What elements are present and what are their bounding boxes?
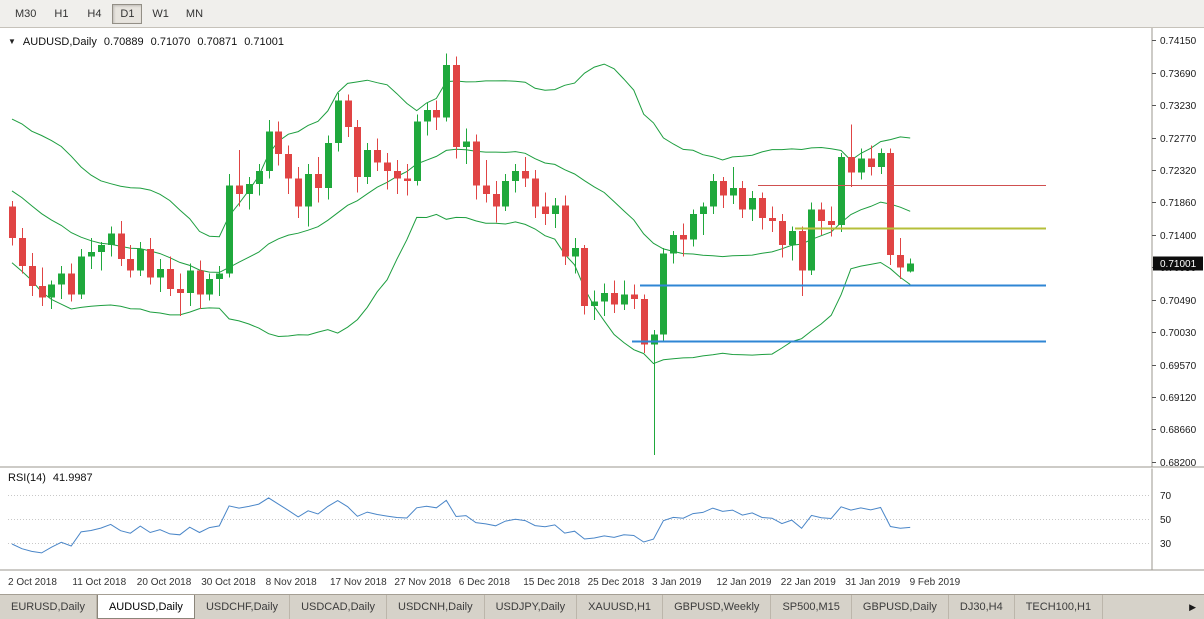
svg-text:0.70030: 0.70030 bbox=[1160, 328, 1197, 339]
svg-text:30: 30 bbox=[1160, 539, 1172, 550]
svg-text:25 Dec 2018: 25 Dec 2018 bbox=[588, 577, 645, 588]
timeframe-button-d1[interactable]: D1 bbox=[112, 3, 143, 24]
svg-text:11 Oct 2018: 11 Oct 2018 bbox=[72, 577, 126, 588]
svg-text:15 Dec 2018: 15 Dec 2018 bbox=[523, 577, 580, 588]
tab-scroll-right-button[interactable]: ▶ bbox=[1184, 595, 1201, 619]
chart-tab-eurusd-daily[interactable]: EURUSD,Daily bbox=[0, 595, 97, 619]
svg-text:30 Oct 2018: 30 Oct 2018 bbox=[201, 577, 256, 588]
svg-text:17 Nov 2018: 17 Nov 2018 bbox=[330, 577, 387, 588]
svg-text:0.73230: 0.73230 bbox=[1160, 101, 1197, 112]
chart-tab-usdchf-daily[interactable]: USDCHF,Daily bbox=[195, 595, 291, 619]
chart-frame bbox=[0, 28, 1204, 571]
svg-text:2 Oct 2018: 2 Oct 2018 bbox=[8, 577, 57, 588]
svg-text:0.68660: 0.68660 bbox=[1160, 425, 1197, 436]
timeframe-button-mn[interactable]: MN bbox=[179, 4, 210, 24]
price-axis: 0.74150 0.73690 0.73230 0.72770 0.72320 0.718… bbox=[1152, 36, 1197, 469]
chart-tab-xauusd-h1[interactable]: XAUUSD,H1 bbox=[577, 595, 664, 619]
rsi-readout: RSI(14) 41.9987 bbox=[8, 472, 93, 484]
svg-text:0.71400: 0.71400 bbox=[1160, 231, 1197, 242]
svg-text:0.71860: 0.71860 bbox=[1160, 198, 1197, 209]
timeframe-toolbar: M30 H1 H4 D1 W1 MN bbox=[0, 0, 1204, 28]
svg-text:0.68200: 0.68200 bbox=[1160, 458, 1197, 469]
rsi-levels: 70 50 30 bbox=[8, 491, 1172, 550]
svg-text:31 Jan 2019: 31 Jan 2019 bbox=[845, 577, 900, 588]
chart-tab-usdcad-daily[interactable]: USDCAD,Daily bbox=[290, 595, 388, 619]
time-axis: 2 Oct 2018 11 Oct 2018 20 Oct 2018 30 Oct 2… bbox=[8, 577, 961, 588]
chart-tab-gbpusd-weekly[interactable]: GBPUSD,Weekly bbox=[663, 595, 772, 619]
svg-text:27 Nov 2018: 27 Nov 2018 bbox=[394, 577, 451, 588]
chart-tab-dj30-h4[interactable]: DJ30,H4 bbox=[949, 595, 1015, 619]
rsi-line bbox=[11, 497, 911, 554]
svg-text:0.71001: 0.71001 bbox=[1160, 259, 1197, 270]
symbol-period-label: AUDUSD,Daily bbox=[22, 36, 97, 48]
bollinger-bands bbox=[11, 63, 911, 365]
high-value: 0.71070 bbox=[150, 36, 191, 48]
svg-text:12 Jan 2019: 12 Jan 2019 bbox=[716, 577, 771, 588]
timeframe-button-w1[interactable]: W1 bbox=[145, 4, 176, 24]
open-value: 0.70889 bbox=[103, 36, 144, 48]
svg-text:0.70490: 0.70490 bbox=[1160, 296, 1197, 307]
svg-text:8 Nov 2018: 8 Nov 2018 bbox=[266, 577, 318, 588]
svg-text:9 Feb 2019: 9 Feb 2019 bbox=[910, 577, 961, 588]
candles bbox=[9, 53, 914, 455]
chart-tab-gbpusd-daily[interactable]: GBPUSD,Daily bbox=[852, 595, 949, 619]
svg-text:3 Jan 2019: 3 Jan 2019 bbox=[652, 577, 702, 588]
rsi-value: 41.9987 bbox=[52, 472, 93, 484]
svg-text:20 Oct 2018: 20 Oct 2018 bbox=[137, 577, 192, 588]
svg-text:0.74150: 0.74150 bbox=[1160, 36, 1197, 47]
svg-text:0.69120: 0.69120 bbox=[1160, 393, 1197, 404]
chart-tab-sp500-m15[interactable]: SP500,M15 bbox=[771, 595, 852, 619]
low-value: 0.70871 bbox=[197, 36, 238, 48]
bid-price-badge: 0.71001 bbox=[1153, 256, 1203, 271]
chart-tab-usdjpy-daily[interactable]: USDJPY,Daily bbox=[485, 595, 578, 619]
svg-text:22 Jan 2019: 22 Jan 2019 bbox=[781, 577, 836, 588]
svg-text:6 Dec 2018: 6 Dec 2018 bbox=[459, 577, 511, 588]
chart-tab-tech100-h1[interactable]: TECH100,H1 bbox=[1015, 595, 1104, 619]
svg-text:0.69570: 0.69570 bbox=[1160, 361, 1197, 372]
chart-tab-audusd-daily[interactable]: AUDUSD,Daily bbox=[96, 595, 195, 619]
svg-text:70: 70 bbox=[1160, 491, 1172, 502]
svg-text:0.73690: 0.73690 bbox=[1160, 69, 1197, 80]
timeframe-button-m30[interactable]: M30 bbox=[8, 4, 43, 24]
chart-collapse-arrow-icon[interactable]: ▼ bbox=[8, 37, 16, 46]
rsi-label: RSI(14) bbox=[8, 472, 46, 484]
timeframe-button-h4[interactable]: H4 bbox=[79, 4, 109, 24]
chart-symbol-readout: ▼ AUDUSD,Daily 0.70889 0.71070 0.70871 0… bbox=[8, 36, 284, 48]
svg-text:50: 50 bbox=[1160, 515, 1172, 526]
chart-tab-usdcnh-daily[interactable]: USDCNH,Daily bbox=[387, 595, 485, 619]
svg-text:0.72320: 0.72320 bbox=[1160, 166, 1197, 177]
chart-tabbar: EURUSD,Daily AUDUSD,Daily USDCHF,Daily USDC… bbox=[0, 594, 1204, 619]
svg-text:0.72770: 0.72770 bbox=[1160, 134, 1197, 145]
close-value: 0.71001 bbox=[244, 36, 284, 48]
timeframe-button-h1[interactable]: H1 bbox=[46, 4, 76, 24]
chart-canvas[interactable]: 0.74150 0.73690 0.73230 0.72770 0.72320 0.718… bbox=[0, 28, 1204, 594]
chart-window: 0.74150 0.73690 0.73230 0.72770 0.72320 0.718… bbox=[0, 28, 1204, 594]
